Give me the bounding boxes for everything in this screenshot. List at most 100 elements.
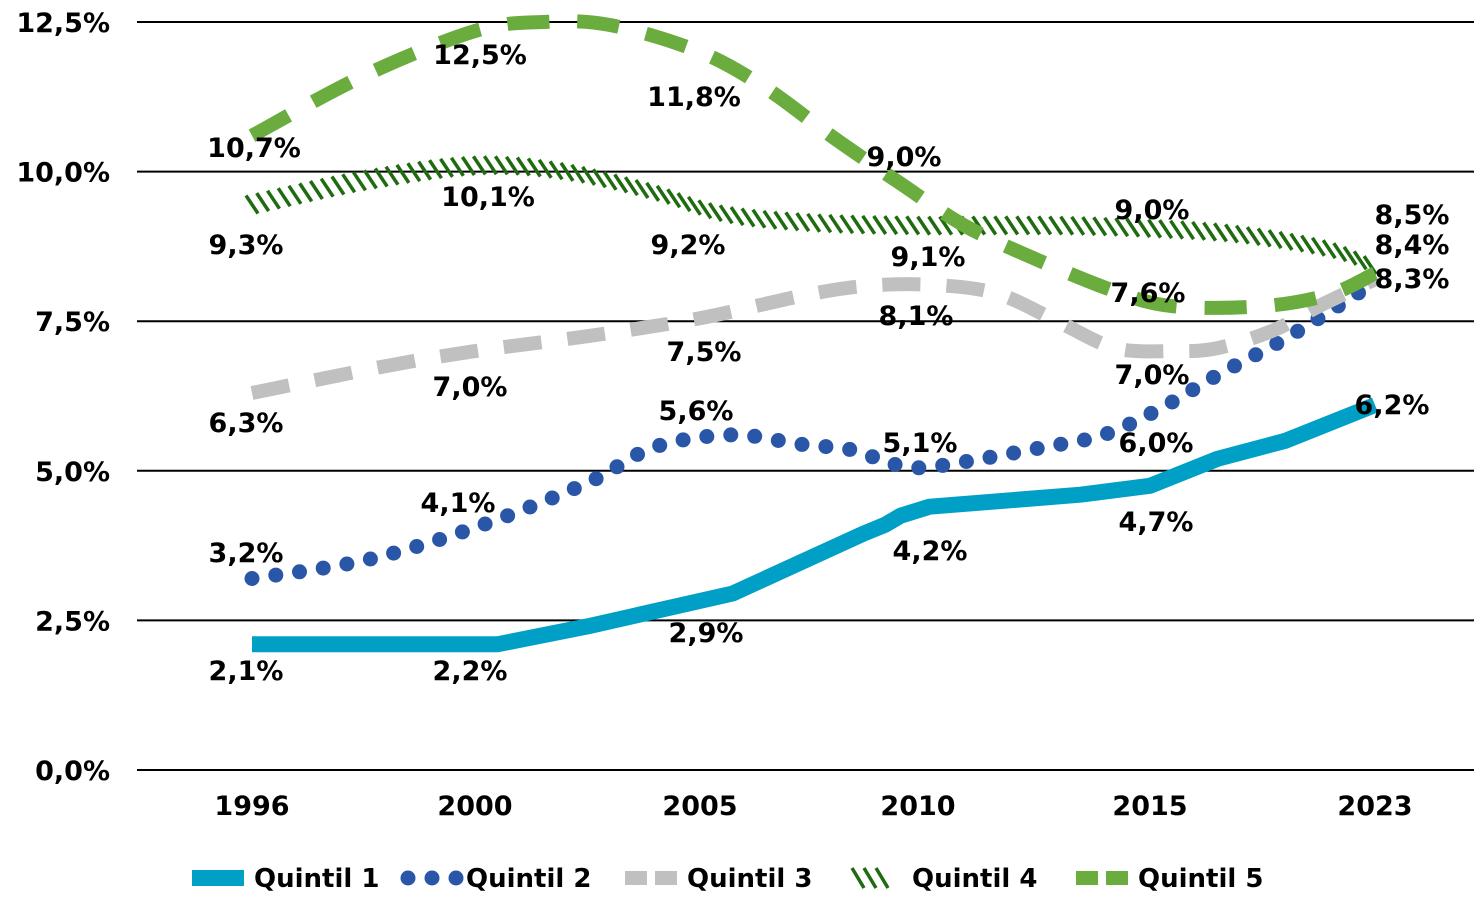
data-label: 6,3%	[209, 408, 284, 439]
series-dot	[588, 471, 604, 487]
series-hatch	[740, 207, 756, 228]
series-dot	[842, 441, 858, 457]
series-dot	[1006, 445, 1022, 461]
data-label: 8,4%	[1375, 230, 1450, 261]
series-hatch	[493, 155, 509, 176]
series-hatch	[666, 188, 682, 209]
series-hatch	[1081, 216, 1097, 237]
series-lines	[244, 14, 1379, 653]
series-hatch	[1267, 229, 1283, 250]
data-label: 4,1%	[421, 488, 496, 519]
y-tick-label: 7,5%	[35, 307, 110, 338]
series-hatch	[406, 162, 422, 183]
series-hatch	[255, 192, 271, 213]
legend-item-quintil-3: Quintil 3	[625, 864, 812, 894]
series-hatch	[1004, 215, 1020, 236]
series-hatch	[1256, 227, 1272, 248]
series-hatch	[645, 181, 661, 202]
x-tick-label: 1996	[214, 791, 289, 822]
series-hatch	[266, 189, 281, 210]
series-dot	[1227, 358, 1242, 374]
data-label: 10,1%	[441, 182, 535, 213]
series-dot	[911, 460, 927, 476]
legend-swatch-hatch	[850, 867, 866, 889]
x-tick-label: 2023	[1337, 791, 1412, 822]
series-hatch	[330, 175, 346, 196]
series-hatch	[439, 157, 454, 178]
data-label: 9,3%	[209, 230, 284, 261]
series-hatch	[559, 161, 575, 182]
series-dot	[652, 437, 668, 453]
data-label: 4,2%	[893, 536, 968, 567]
series-hatch	[613, 173, 629, 194]
series-hatch	[982, 215, 998, 236]
series-dot	[887, 457, 903, 472]
data-labels: 2,1% 2,2% 2,9% 4,2% 4,7% 6,2% 3,2% 4,1% 5,6% 5,1%…	[207, 40, 1449, 687]
series-hatch	[773, 210, 789, 231]
series-dot	[1053, 436, 1069, 452]
y-tick-label: 12,5%	[16, 8, 110, 39]
series-hatch	[1147, 218, 1163, 239]
series-hatch	[1245, 226, 1261, 247]
data-label: 8,1%	[879, 301, 954, 332]
x-tick-label: 2010	[880, 791, 955, 822]
data-label: 5,1%	[883, 428, 958, 459]
series-dot	[747, 428, 763, 444]
series-hatch	[1362, 255, 1378, 276]
series-hatch	[526, 157, 542, 178]
series-dot	[544, 490, 560, 506]
series-hatch	[1321, 239, 1337, 260]
series-hatch	[872, 215, 888, 235]
data-label: 9,2%	[651, 230, 726, 261]
legend-swatch-dot	[400, 870, 416, 886]
series-dot	[699, 429, 715, 444]
data-label: 12,5%	[433, 40, 527, 71]
y-axis-ticks: 0,0% 2,5% 5,0% 7,5% 10,0% 12,5%	[16, 8, 110, 787]
series-hatch	[1352, 250, 1368, 271]
series-hatch	[916, 215, 932, 236]
series-line	[252, 397, 1378, 653]
data-label: 4,7%	[1119, 507, 1194, 538]
series-hatch	[806, 212, 822, 233]
series-dot	[723, 427, 739, 443]
data-label: 8,5%	[1375, 200, 1450, 231]
series-quintil-1	[252, 397, 1378, 653]
gridlines	[137, 21, 1474, 771]
series-hatch	[655, 184, 671, 205]
series-hatch	[341, 173, 357, 194]
series-hatch	[751, 208, 767, 229]
series-hatch	[602, 170, 618, 191]
series-hatch	[537, 158, 553, 179]
legend-label: Quintil 5	[1138, 864, 1263, 894]
series-hatch	[1234, 224, 1250, 245]
series-hatch	[894, 215, 910, 236]
series-dot	[1029, 441, 1045, 456]
series-dot	[1248, 347, 1264, 363]
series-hatch	[697, 199, 713, 220]
series-dot	[1143, 405, 1159, 421]
series-dot	[818, 439, 834, 455]
series-hatch	[707, 202, 723, 223]
series-hatch	[1026, 215, 1042, 236]
series-hatch	[729, 206, 745, 227]
series-hatch	[905, 215, 921, 236]
x-tick-label: 2005	[662, 791, 737, 822]
series-quintil-2	[244, 285, 1366, 586]
series-hatch	[276, 187, 292, 208]
series-hatch	[287, 184, 303, 205]
y-tick-label: 2,5%	[35, 606, 110, 637]
series-dot	[958, 454, 974, 469]
data-label: 2,1%	[209, 656, 284, 687]
series-hatch	[570, 163, 586, 184]
series-dot	[522, 499, 538, 515]
series-hatch	[839, 214, 855, 235]
series-dot	[630, 446, 645, 462]
legend-label: Quintil 1	[254, 864, 379, 894]
series-hatch	[634, 179, 650, 199]
series-hatch	[1136, 218, 1152, 239]
series-hatch	[1224, 223, 1239, 244]
data-label: 11,8%	[647, 82, 741, 113]
legend-swatch-dash	[1076, 871, 1098, 885]
series-hatch	[993, 215, 1009, 236]
